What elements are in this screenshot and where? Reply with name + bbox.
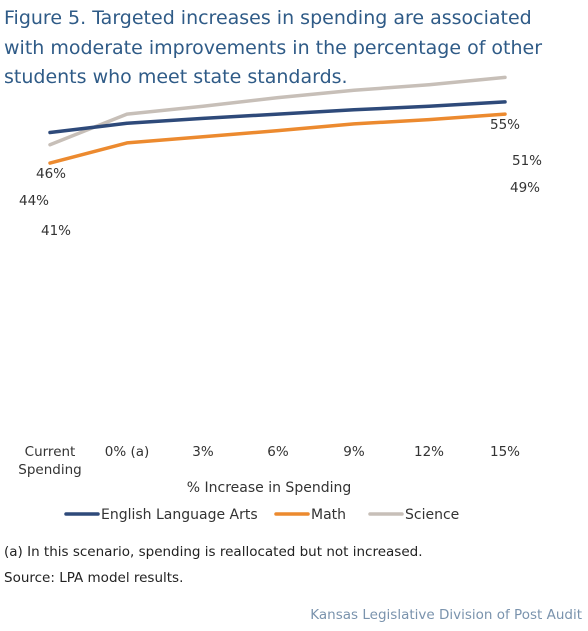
data-label-english-language-arts-start: 46% — [36, 166, 66, 182]
line-chart: 46% 51% 41% 49% 44% 55% Current Spending 0% (a)… — [18, 75, 542, 523]
legend-label-math: Math — [311, 507, 346, 523]
data-labels: 46% 51% 41% 49% 44% 55% — [19, 117, 542, 239]
x-tick-label: 6% — [267, 444, 289, 460]
data-label-math-start: 41% — [41, 223, 71, 239]
footer-agency: Kansas Legislative Division of Post Audi… — [310, 607, 582, 623]
data-label-science-end: 55% — [490, 117, 520, 133]
legend: English Language Arts Math Science — [64, 507, 459, 523]
x-tick-label: 3% — [192, 444, 214, 460]
x-tick-label: 0% (a) — [105, 444, 150, 460]
series-line-english-language-arts — [48, 100, 507, 135]
x-tick-label: 9% — [343, 444, 365, 460]
x-axis-label: % Increase in Spending — [187, 480, 351, 496]
legend-label-science: Science — [405, 507, 459, 523]
data-label-english-language-arts-end: 51% — [512, 153, 542, 169]
legend-label-english-language-arts: English Language Arts — [101, 507, 258, 523]
data-label-math-end: 49% — [510, 180, 540, 196]
source-note: Source: LPA model results. — [4, 570, 184, 586]
series-lines — [48, 75, 507, 165]
x-tick-label: Current Spending — [18, 444, 81, 478]
series-line-science — [48, 75, 507, 147]
chart-title: Figure 5. Targeted increases in spending… — [4, 7, 543, 88]
footnote: (a) In this scenario, spending is reallo… — [4, 544, 423, 560]
x-tick-label: 12% — [414, 444, 444, 460]
data-label-science-start: 44% — [19, 193, 49, 209]
x-tick-labels: Current Spending 0% (a) 3% 6% 9% 12% 15% — [18, 444, 520, 478]
series-line-math — [48, 112, 507, 165]
x-tick-label: 15% — [490, 444, 520, 460]
